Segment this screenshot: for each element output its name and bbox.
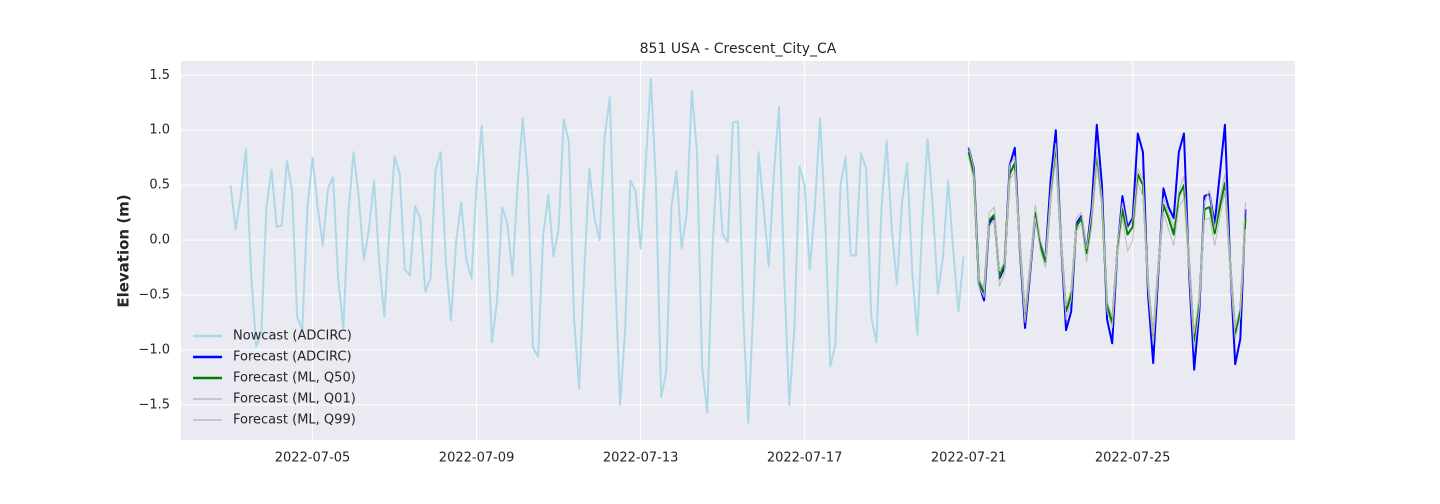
y-tick-label: 1.5 <box>149 68 170 83</box>
x-tick-label: 2022-07-17 <box>767 451 843 466</box>
y-tick-label: 0.5 <box>149 178 170 193</box>
legend-label: Forecast (ML, Q99) <box>233 413 356 428</box>
legend-label: Forecast (ML, Q01) <box>233 392 356 407</box>
y-tick-label: −1.0 <box>138 342 170 357</box>
legend-label: Nowcast (ADCIRC) <box>233 329 352 344</box>
series-line <box>229 77 965 424</box>
x-tick-label: 2022-07-05 <box>275 451 351 466</box>
lines <box>229 77 1247 424</box>
series-line <box>968 142 1246 334</box>
legend-label: Forecast (ML, Q50) <box>233 371 356 386</box>
y-tick-label: −1.5 <box>138 397 170 412</box>
x-tick-label: 2022-07-13 <box>603 451 679 466</box>
chart-title: 851 USA - Crescent_City_CA <box>640 41 837 57</box>
legend-label: Forecast (ADCIRC) <box>233 350 352 365</box>
x-tick-label: 2022-07-21 <box>931 451 1007 466</box>
y-tick-label: 0.0 <box>149 233 170 248</box>
series-line <box>968 157 1246 351</box>
grid <box>181 61 1295 440</box>
y-tick-label: −0.5 <box>138 287 170 302</box>
legend: Nowcast (ADCIRC) Forecast (ADCIRC) Forecas… <box>193 329 356 428</box>
x-tick-label: 2022-07-09 <box>439 451 515 466</box>
x-tick-label: 2022-07-25 <box>1095 451 1171 466</box>
y-axis-label: Elevation (m) <box>115 194 133 307</box>
y-tick-label: 1.0 <box>149 123 170 138</box>
